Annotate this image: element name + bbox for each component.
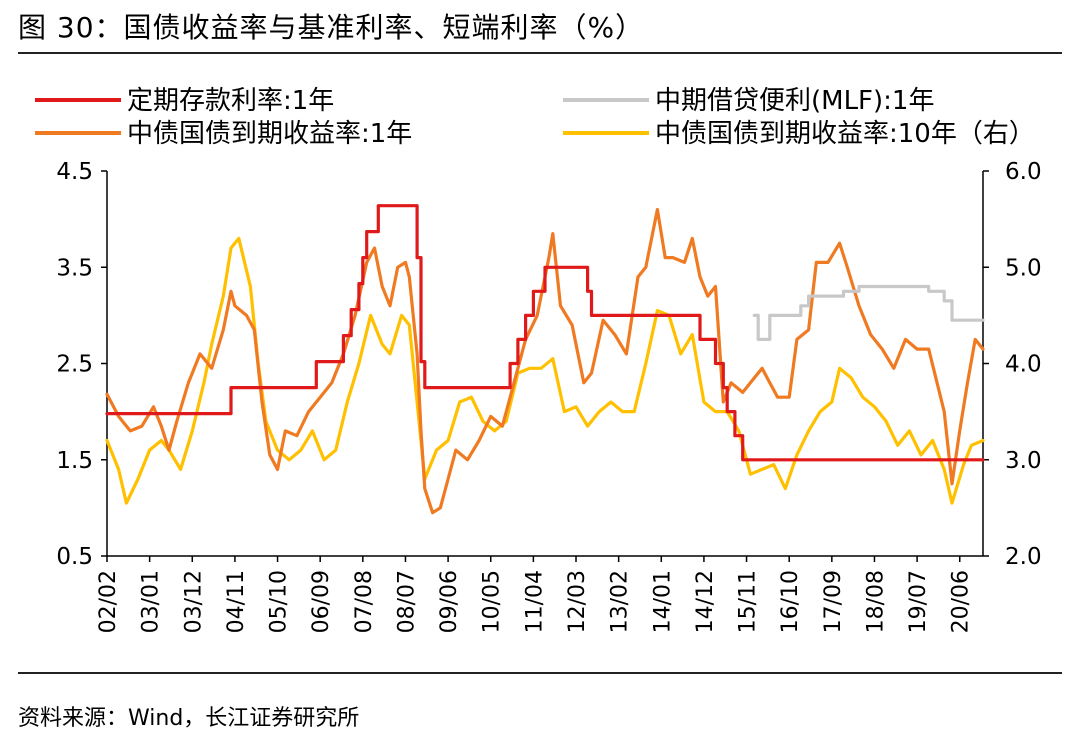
x-tick-label: 06/09 (309, 570, 334, 633)
axes: 0.5 1.5 2.5 3.5 4.5 2.0 3.0 4.0 5.0 6.0 02/02 03/01… (56, 159, 1041, 633)
x-tick-label: 14/01 (650, 570, 675, 633)
left-tick-label: 4.5 (56, 159, 93, 185)
x-tick-label: 09/06 (437, 570, 462, 633)
series-line-3 (105, 236, 985, 505)
x-tick-label: 05/10 (267, 570, 292, 633)
x-tick-label: 07/08 (352, 570, 377, 633)
x-tick-label: 08/07 (394, 570, 419, 633)
x-tick-label: 03/12 (181, 570, 206, 633)
series-group (105, 204, 985, 515)
top-rule (18, 52, 1062, 54)
legend-label-1: 中期借贷便利(MLF):1年 (655, 86, 934, 116)
right-tick-label: 4.0 (1005, 352, 1042, 378)
series-line-2 (105, 207, 985, 515)
x-tick-label: 13/02 (608, 570, 633, 633)
x-tick-label: 20/06 (949, 570, 974, 633)
x-tick-label: 02/02 (96, 570, 121, 633)
legend-label-3: 中债国债到期收益率:10年（右） (655, 119, 1035, 149)
series-line-0 (105, 204, 985, 462)
right-tick-label: 6.0 (1005, 159, 1042, 185)
right-tick-label: 3.0 (1005, 448, 1042, 474)
x-tick-label: 16/10 (778, 570, 803, 633)
x-tick-label: 18/08 (863, 570, 888, 633)
x-tick-label: 15/11 (736, 570, 761, 633)
series-line-1 (752, 284, 985, 341)
right-tick-label: 5.0 (1005, 255, 1042, 281)
legend-label-2: 中债国债到期收益率:1年 (127, 119, 412, 149)
left-tick-label: 1.5 (56, 448, 93, 474)
x-tick-label: 11/04 (522, 570, 547, 633)
x-tick-label: 10/05 (480, 570, 505, 633)
x-tick-label: 04/11 (224, 570, 249, 633)
figure-title: 图 30：国债收益率与基准利率、短端利率（%） (18, 11, 645, 44)
x-tick-label: 19/07 (906, 570, 931, 633)
legend-label-0: 定期存款利率:1年 (127, 86, 334, 116)
left-tick-label: 3.5 (56, 255, 93, 281)
left-tick-label: 0.5 (56, 544, 93, 570)
right-tick-label: 2.0 (1005, 544, 1042, 570)
x-tick-label: 03/01 (139, 570, 164, 633)
x-tick-label: 17/09 (821, 570, 846, 633)
x-tick-label: 14/12 (693, 570, 718, 633)
x-tick-label: 12/03 (565, 570, 590, 633)
left-tick-label: 2.5 (56, 352, 93, 378)
bottom-rule (18, 672, 1062, 674)
source-note: 资料来源：Wind，长江证券研究所 (18, 706, 360, 731)
